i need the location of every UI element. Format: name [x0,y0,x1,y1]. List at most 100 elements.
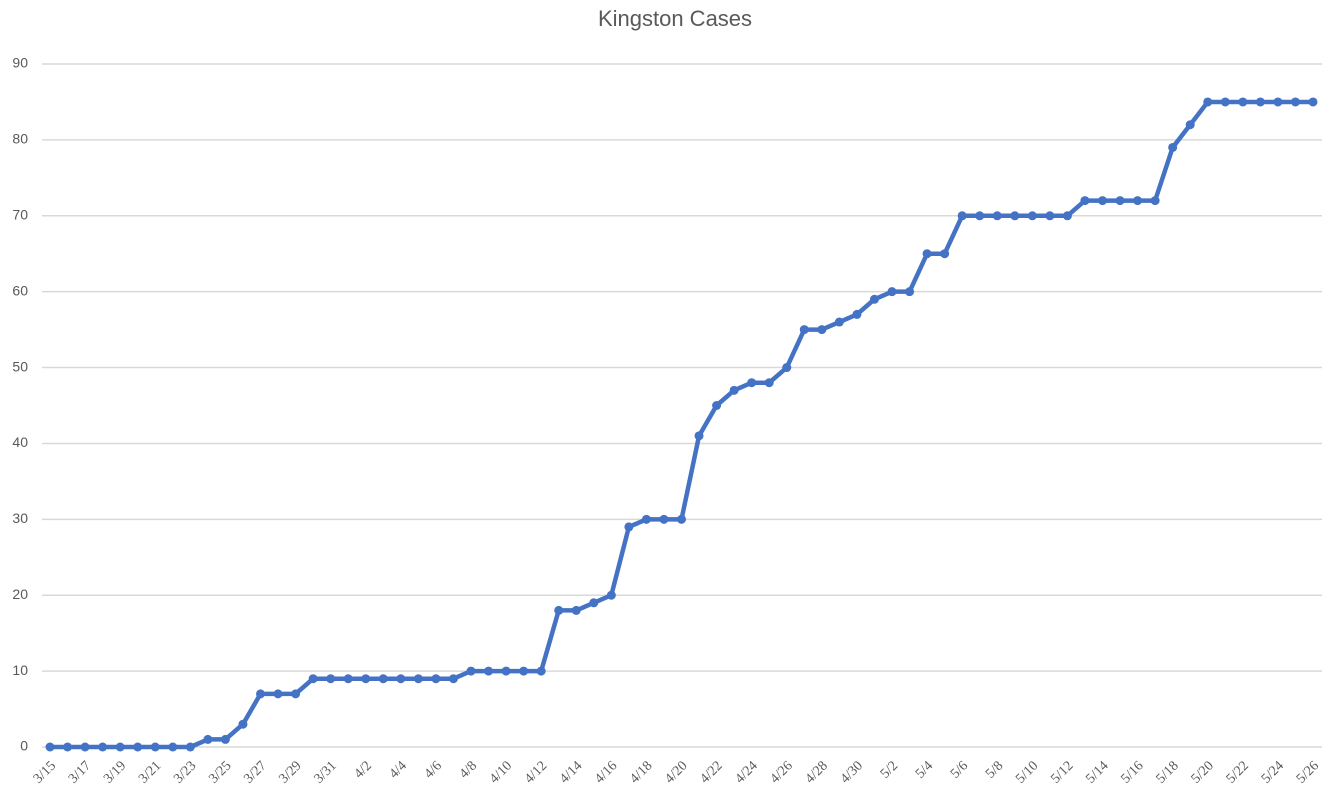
data-point [1273,97,1283,107]
data-point [413,674,423,684]
x-tick-label: 4/18 [627,758,655,786]
x-tick-label: 4/28 [803,758,831,786]
data-point [1255,97,1265,107]
x-tick-label: 5/26 [1294,758,1322,786]
data-point [606,590,616,600]
data-point [1203,97,1213,107]
chart-title: Kingston Cases [598,6,752,31]
data-point [1010,211,1020,221]
data-point [940,249,950,259]
data-point [852,309,862,319]
data-point [782,363,792,373]
x-tick-label: 4/10 [487,758,515,786]
x-tick-label: 3/25 [206,758,234,786]
y-tick-label: 70 [12,206,28,222]
data-point [1098,196,1107,206]
data-point [168,742,178,752]
y-tick-label: 30 [12,510,28,526]
y-tick-label: 0 [20,738,28,754]
data-point [1238,97,1248,107]
data-point [133,742,143,752]
x-tick-label: 3/23 [171,758,199,786]
x-tick-label: 3/21 [136,758,164,786]
x-tick-label: 4/24 [733,758,761,786]
x-tick-label: 5/22 [1224,758,1252,786]
data-point [694,431,704,441]
x-tick-label: 4/30 [838,758,866,786]
x-tick-label: 3/31 [312,758,340,786]
data-point [905,287,915,297]
data-point [659,514,669,524]
data-point [378,674,388,684]
data-point [1080,196,1090,206]
data-point [501,666,511,676]
data-point [361,674,371,684]
data-point [1115,196,1125,206]
data-point [729,385,739,395]
data-point [203,734,213,744]
data-point [238,719,248,729]
data-point [799,325,809,335]
data-point [185,742,195,752]
data-point [992,211,1002,221]
x-tick-label: 4/12 [522,758,550,786]
y-tick-label: 90 [12,55,28,71]
y-tick-label: 20 [12,586,28,602]
x-tick-label: 4/20 [662,758,690,786]
data-point [1185,120,1195,130]
x-tick-label: 4/16 [592,758,620,786]
data-point [887,287,897,297]
x-tick-label: 5/12 [1048,758,1076,786]
data-point [45,742,55,752]
data-point [834,317,844,327]
x-tick-label: 5/24 [1259,758,1287,786]
data-point [975,211,985,221]
data-point [817,325,827,335]
data-point [1062,211,1072,221]
data-point [1220,97,1230,107]
x-tick-label: 4/26 [768,758,796,786]
data-point [326,674,336,684]
x-tick-label: 4/6 [422,758,445,781]
y-tick-label: 60 [12,282,28,298]
data-point [641,514,651,524]
data-point [63,742,73,752]
data-point [1027,211,1037,221]
data-point [484,666,494,676]
x-tick-label: 4/22 [697,758,725,786]
x-tick-label: 4/8 [457,758,480,781]
data-point [957,211,967,221]
data-point [571,605,581,615]
x-tick-label: 3/19 [101,758,129,786]
x-tick-label: 5/18 [1154,758,1182,786]
x-tick-label: 5/16 [1118,758,1146,786]
data-point [308,674,318,684]
data-point [220,734,230,744]
x-tick-label: 4/14 [557,758,585,786]
data-point [589,598,599,608]
data-point [747,378,757,388]
data-point [343,674,353,684]
data-point [712,401,722,410]
x-tick-label: 5/10 [1013,758,1041,786]
x-tick-label: 5/4 [913,758,936,781]
x-tick-label: 3/15 [31,758,59,786]
data-point [677,514,686,524]
data-point [554,605,564,615]
data-point [519,666,529,676]
x-tick-label: 5/14 [1083,758,1111,786]
data-point [922,249,932,259]
data-point [431,674,441,684]
data-point [1133,196,1143,206]
data-point [256,689,265,699]
x-tick-label: 5/8 [983,758,1006,781]
data-point [448,674,458,684]
x-tick-label: 5/6 [948,758,971,781]
y-tick-label: 10 [12,662,28,678]
data-point [291,689,301,699]
data-point [80,742,90,752]
y-tick-label: 50 [12,358,28,374]
data-point [624,522,634,532]
data-point [1045,211,1055,221]
